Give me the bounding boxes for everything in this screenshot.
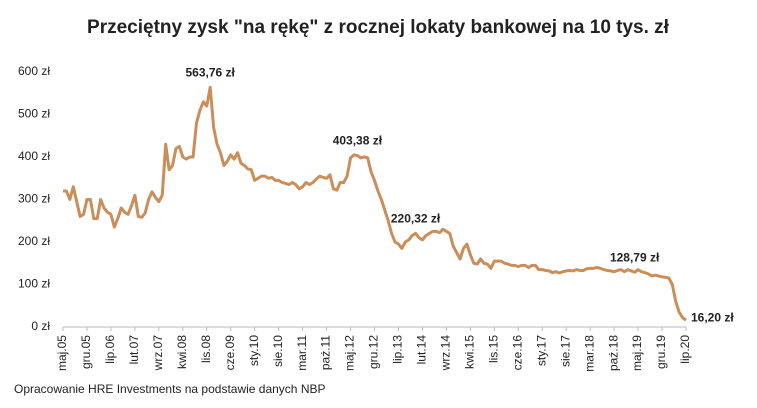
y-tick-label: 500 zł — [18, 107, 50, 121]
x-tick-label: wrz.07 — [151, 335, 165, 372]
x-tick-label: sty.17 — [534, 335, 548, 366]
value-label: 403,38 zł — [333, 134, 383, 148]
x-tick-label: lut.07 — [127, 335, 141, 365]
x-tick-label: kwi.15 — [463, 335, 477, 369]
value-label: 220,32 zł — [391, 212, 441, 226]
x-tick-label: kwi.08 — [175, 335, 189, 369]
value-label: 16,20 zł — [691, 310, 734, 324]
y-tick-label: 0 zł — [31, 319, 50, 333]
x-tick-label: sty.10 — [247, 335, 261, 366]
x-tick-label: mar.18 — [582, 335, 596, 372]
x-tick-label: lip.13 — [391, 335, 405, 364]
y-tick-label: 600 zł — [18, 64, 50, 78]
x-tick-label: maj.19 — [630, 335, 644, 371]
x-tick-label: gru.19 — [654, 335, 668, 369]
x-tick-label: lis.08 — [199, 335, 213, 363]
x-tick-label: cze.09 — [223, 335, 237, 371]
x-tick-label: cze.16 — [510, 335, 524, 371]
value-label: 128,79 zł — [610, 250, 660, 264]
x-tick-label: sie.10 — [271, 335, 285, 367]
value-label: 563,76 zł — [186, 66, 236, 80]
x-tick-label: paź.11 — [319, 335, 333, 370]
x-tick-label: lip.20 — [678, 335, 692, 364]
y-tick-label: 300 zł — [18, 192, 50, 206]
x-tick-label: maj.05 — [55, 335, 69, 371]
x-tick-label: sie.17 — [558, 335, 572, 367]
x-tick-label: gru.05 — [79, 335, 93, 369]
x-tick-label: lut.14 — [415, 335, 429, 365]
x-tick-label: maj.12 — [343, 335, 357, 371]
x-tick-label: mar.11 — [295, 335, 309, 371]
y-tick-label: 400 zł — [18, 149, 50, 163]
y-tick-label: 200 zł — [18, 234, 50, 248]
x-tick-label: lip.06 — [103, 335, 117, 364]
x-tick-label: gru.12 — [367, 335, 381, 369]
x-tick-label: lis.15 — [486, 335, 500, 363]
chart-title: Przeciętny zysk "na rękę" z rocznej loka… — [87, 17, 670, 38]
x-tick-label: wrz.14 — [439, 335, 453, 372]
source-note: Opracowanie HRE Investments na podstawie… — [14, 382, 326, 396]
data-line — [63, 85, 687, 322]
y-tick-label: 100 zł — [18, 277, 50, 291]
x-tick-label: paź.18 — [606, 335, 620, 371]
